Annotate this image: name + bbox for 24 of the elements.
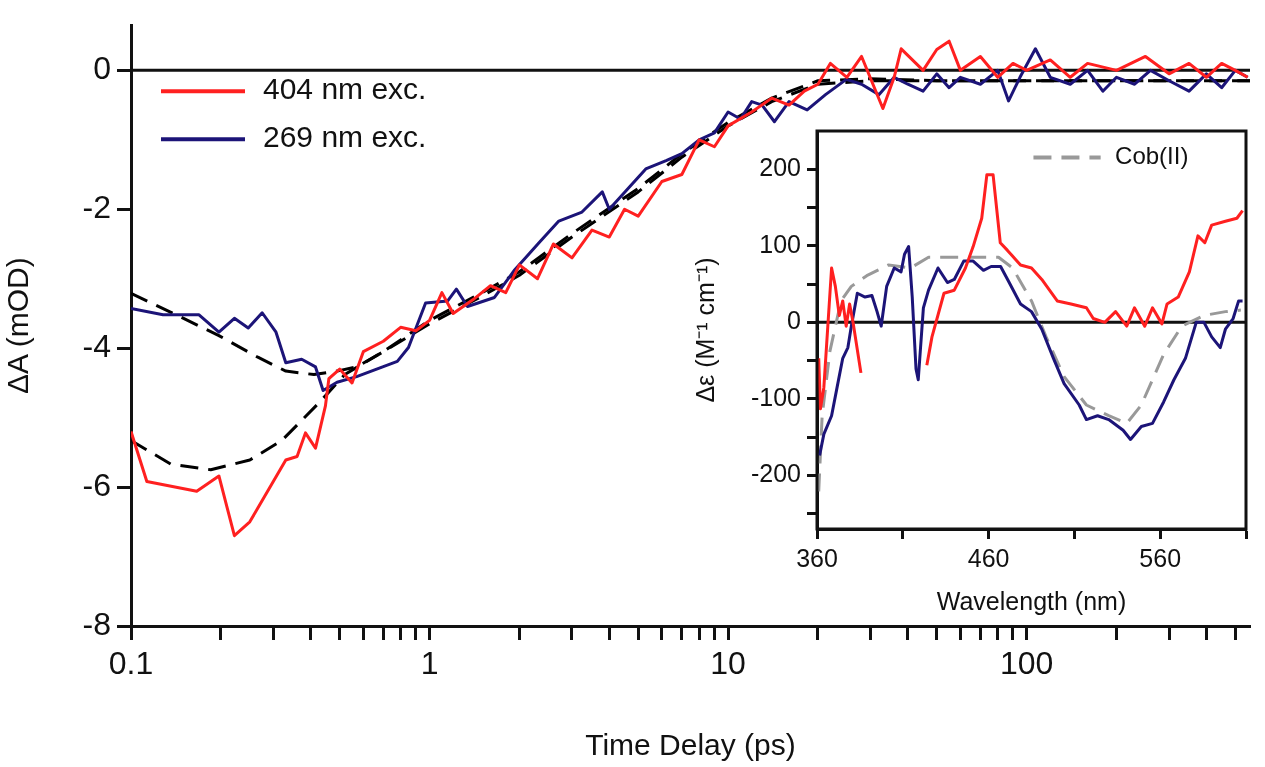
y-tick-label: -4 [82, 328, 111, 364]
x-axis-title: Wavelength (nm) [936, 586, 1127, 615]
y-tick-label: -2 [82, 189, 111, 226]
legend-label: 404 nm exc. [263, 72, 427, 106]
y-tick-label: 100 [759, 229, 801, 258]
x-tick-label: 1 [420, 645, 439, 682]
y-tick-label: -200 [750, 459, 801, 488]
x-tick-label: 100 [999, 645, 1054, 682]
x-tick-label: 560 [1139, 543, 1182, 572]
x-tick-label: 10 [710, 645, 746, 682]
y-axis-title: Δε (M⁻¹ cm⁻¹) [690, 257, 719, 403]
legend-label: Cob(II) [1115, 142, 1189, 170]
x-tick-label: 0.1 [108, 645, 154, 682]
x-tick-label: 460 [967, 543, 1010, 572]
y-tick-label: -8 [82, 605, 111, 642]
y-tick-label: 200 [759, 153, 801, 182]
legend-label: 269 nm exc. [263, 120, 427, 154]
y-tick-label: -6 [82, 466, 111, 503]
y-tick-label: -100 [750, 382, 801, 411]
y-tick-label: 0 [787, 306, 801, 335]
y-axis-title: ΔA (mOD) [1, 257, 35, 394]
x-tick-label: 360 [796, 543, 838, 572]
y-tick-label: 0 [93, 50, 111, 87]
x-axis-title: Time Delay (ps) [585, 728, 796, 762]
